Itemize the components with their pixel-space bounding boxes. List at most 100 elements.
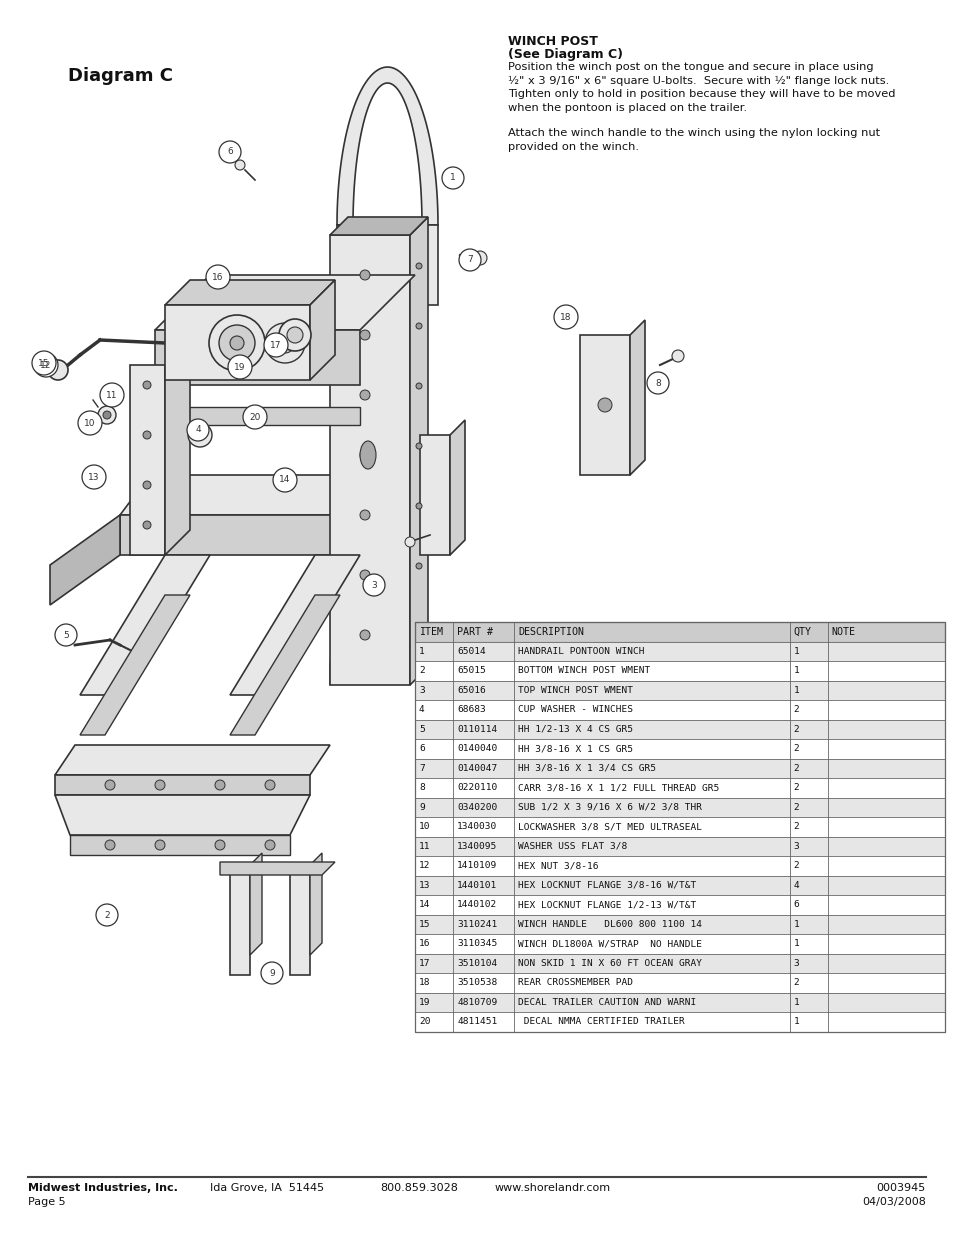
Text: 19: 19 [418, 998, 430, 1007]
Text: 18: 18 [418, 978, 430, 987]
Text: CARR 3/8-16 X 1 1/2 FULL THREAD GR5: CARR 3/8-16 X 1 1/2 FULL THREAD GR5 [517, 783, 719, 792]
Polygon shape [250, 853, 262, 955]
Text: 2: 2 [793, 783, 799, 792]
Ellipse shape [359, 441, 375, 469]
Text: 2: 2 [418, 666, 424, 676]
Bar [415, 934, 944, 953]
Polygon shape [50, 515, 120, 605]
Text: Attach the winch handle to the winch using the nylon locking nut
provided on the: Attach the winch handle to the winch usi… [507, 128, 880, 152]
Bar [415, 739, 944, 758]
Polygon shape [230, 595, 339, 735]
Text: 4810709: 4810709 [456, 998, 497, 1007]
Polygon shape [330, 235, 410, 685]
Text: Ida Grove, IA  51445: Ida Grove, IA 51445 [210, 1183, 324, 1193]
Circle shape [143, 521, 151, 529]
Text: 0140040: 0140040 [456, 745, 497, 753]
Text: 4: 4 [793, 881, 799, 889]
Text: 11: 11 [418, 842, 430, 851]
Text: 16: 16 [212, 273, 224, 282]
Circle shape [143, 382, 151, 389]
Polygon shape [120, 475, 379, 515]
Text: 12: 12 [40, 361, 51, 369]
Circle shape [214, 781, 225, 790]
Text: 9: 9 [269, 968, 274, 977]
Circle shape [187, 419, 209, 441]
Circle shape [458, 249, 480, 270]
Polygon shape [230, 555, 359, 695]
Text: 17: 17 [418, 958, 430, 968]
Text: 0003945: 0003945 [876, 1183, 925, 1193]
Bar [415, 622, 944, 1031]
Polygon shape [154, 275, 415, 330]
Text: 9: 9 [418, 803, 424, 811]
Circle shape [206, 266, 230, 289]
Text: 65016: 65016 [456, 685, 485, 695]
Circle shape [105, 781, 115, 790]
Bar [415, 700, 944, 720]
Text: 1: 1 [793, 940, 799, 948]
Text: 3510104: 3510104 [456, 958, 497, 968]
Text: 1: 1 [793, 920, 799, 929]
Circle shape [264, 333, 288, 357]
Text: 3110241: 3110241 [456, 920, 497, 929]
Polygon shape [55, 776, 310, 795]
Bar [415, 973, 944, 993]
Circle shape [598, 398, 612, 412]
Text: HEX NUT 3/8-16: HEX NUT 3/8-16 [517, 861, 598, 871]
Circle shape [274, 333, 294, 353]
Polygon shape [230, 864, 250, 974]
Text: 0140047: 0140047 [456, 763, 497, 773]
Text: 7: 7 [418, 763, 424, 773]
Text: 1: 1 [450, 173, 456, 183]
Text: 65015: 65015 [456, 666, 485, 676]
Bar [415, 1011, 944, 1031]
Polygon shape [330, 217, 428, 235]
Polygon shape [165, 305, 310, 380]
Circle shape [441, 167, 463, 189]
Text: 2: 2 [793, 745, 799, 753]
Bar [415, 622, 944, 641]
Text: www.shorelandr.com: www.shorelandr.com [495, 1183, 611, 1193]
Circle shape [261, 962, 283, 984]
Polygon shape [421, 225, 437, 305]
Circle shape [359, 571, 370, 580]
Text: LOCKWASHER 3/8 S/T MED ULTRASEAL: LOCKWASHER 3/8 S/T MED ULTRASEAL [517, 823, 701, 831]
Text: 1: 1 [793, 1018, 799, 1026]
Text: DECAL TRAILER CAUTION AND WARNI: DECAL TRAILER CAUTION AND WARNI [517, 998, 696, 1007]
Text: 14: 14 [279, 475, 291, 484]
Circle shape [55, 624, 77, 646]
Polygon shape [120, 515, 350, 555]
Circle shape [671, 350, 683, 362]
Text: 1: 1 [793, 685, 799, 695]
Text: HEX LOCKNUT FLANGE 3/8-16 W/T&T: HEX LOCKNUT FLANGE 3/8-16 W/T&T [517, 881, 696, 889]
Bar [415, 641, 944, 661]
Circle shape [359, 270, 370, 280]
Circle shape [359, 330, 370, 340]
Polygon shape [629, 320, 644, 475]
Text: Midwest Industries, Inc.: Midwest Industries, Inc. [28, 1183, 177, 1193]
Text: 3110345: 3110345 [456, 940, 497, 948]
Text: 6: 6 [418, 745, 424, 753]
Text: HH 1/2-13 X 4 CS GR5: HH 1/2-13 X 4 CS GR5 [517, 725, 633, 734]
Text: 19: 19 [234, 363, 246, 372]
Text: (See Diagram C): (See Diagram C) [507, 48, 622, 61]
Text: NON SKID 1 IN X 60 FT OCEAN GRAY: NON SKID 1 IN X 60 FT OCEAN GRAY [517, 958, 701, 968]
Text: 1440102: 1440102 [456, 900, 497, 909]
Polygon shape [165, 280, 335, 305]
Circle shape [154, 781, 165, 790]
Text: REAR CROSSMEMBER PAD: REAR CROSSMEMBER PAD [517, 978, 633, 987]
Text: TOP WINCH POST WMENT: TOP WINCH POST WMENT [517, 685, 633, 695]
Text: 17: 17 [270, 341, 281, 350]
Circle shape [359, 390, 370, 400]
Polygon shape [290, 864, 310, 974]
Text: 1: 1 [793, 647, 799, 656]
Circle shape [82, 466, 106, 489]
Polygon shape [336, 225, 353, 305]
Polygon shape [336, 67, 437, 225]
Circle shape [219, 325, 254, 361]
Text: Diagram C: Diagram C [68, 67, 172, 85]
Bar [415, 758, 944, 778]
Circle shape [154, 840, 165, 850]
Text: QTY: QTY [793, 626, 811, 637]
Text: 2: 2 [793, 823, 799, 831]
